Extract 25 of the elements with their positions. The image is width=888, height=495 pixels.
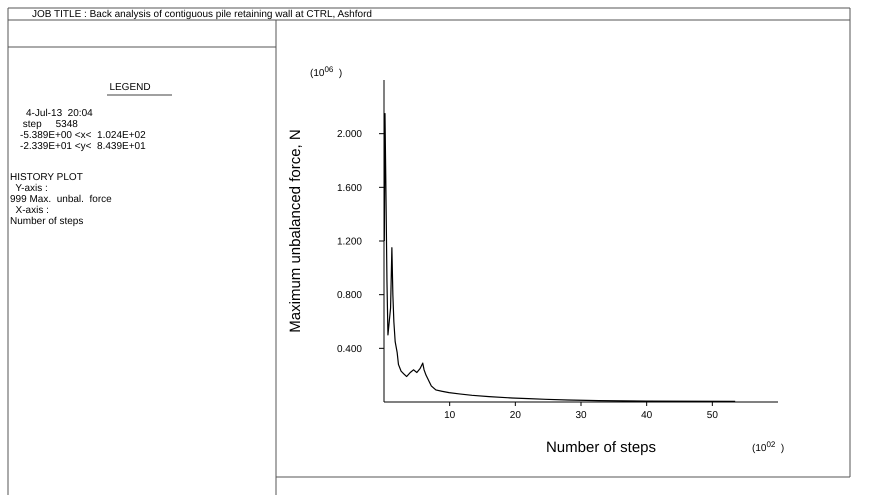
x-tick-label: 30 <box>575 410 587 421</box>
text: Y-axis : <box>10 183 48 194</box>
x-tick-label: 40 <box>641 410 653 421</box>
text: step 5348 <box>20 119 78 130</box>
x-axis-title: Number of steps <box>546 439 656 456</box>
y-tick-label: 1.200 <box>336 236 362 248</box>
text: 999 Max. unbal. force <box>10 194 112 205</box>
y-tick-label: 0.800 <box>336 290 362 302</box>
text: -5.389E+00 <x< 1.024E+02 <box>20 130 146 141</box>
text: -2.339E+01 <y< 8.439E+01 <box>20 141 146 152</box>
y-tick-label: 1.600 <box>336 182 362 194</box>
text: Number of steps <box>10 216 84 227</box>
y-axis-title: Maximum unbalanced force, N <box>287 129 304 333</box>
text: (10$^{06}$ ) <box>310 64 342 79</box>
y-tick-label: 2.000 <box>336 129 362 140</box>
y-tick-label: 0.400 <box>336 344 362 355</box>
text: 4-Jul-13 20:04 <box>26 108 94 119</box>
text: JOB TITLE : Back analysis of contiguous pile retaining wall at CTRL, Ashford <box>32 9 372 20</box>
text: LEGEND <box>109 82 151 93</box>
x-tick-label: 10 <box>444 410 456 421</box>
text: HISTORY PLOT <box>10 172 83 183</box>
text: X-axis : <box>10 205 49 216</box>
text: (10$^{02}$ ) <box>752 440 784 454</box>
x-tick-label: 50 <box>706 410 718 421</box>
x-tick-label: 20 <box>510 410 522 421</box>
